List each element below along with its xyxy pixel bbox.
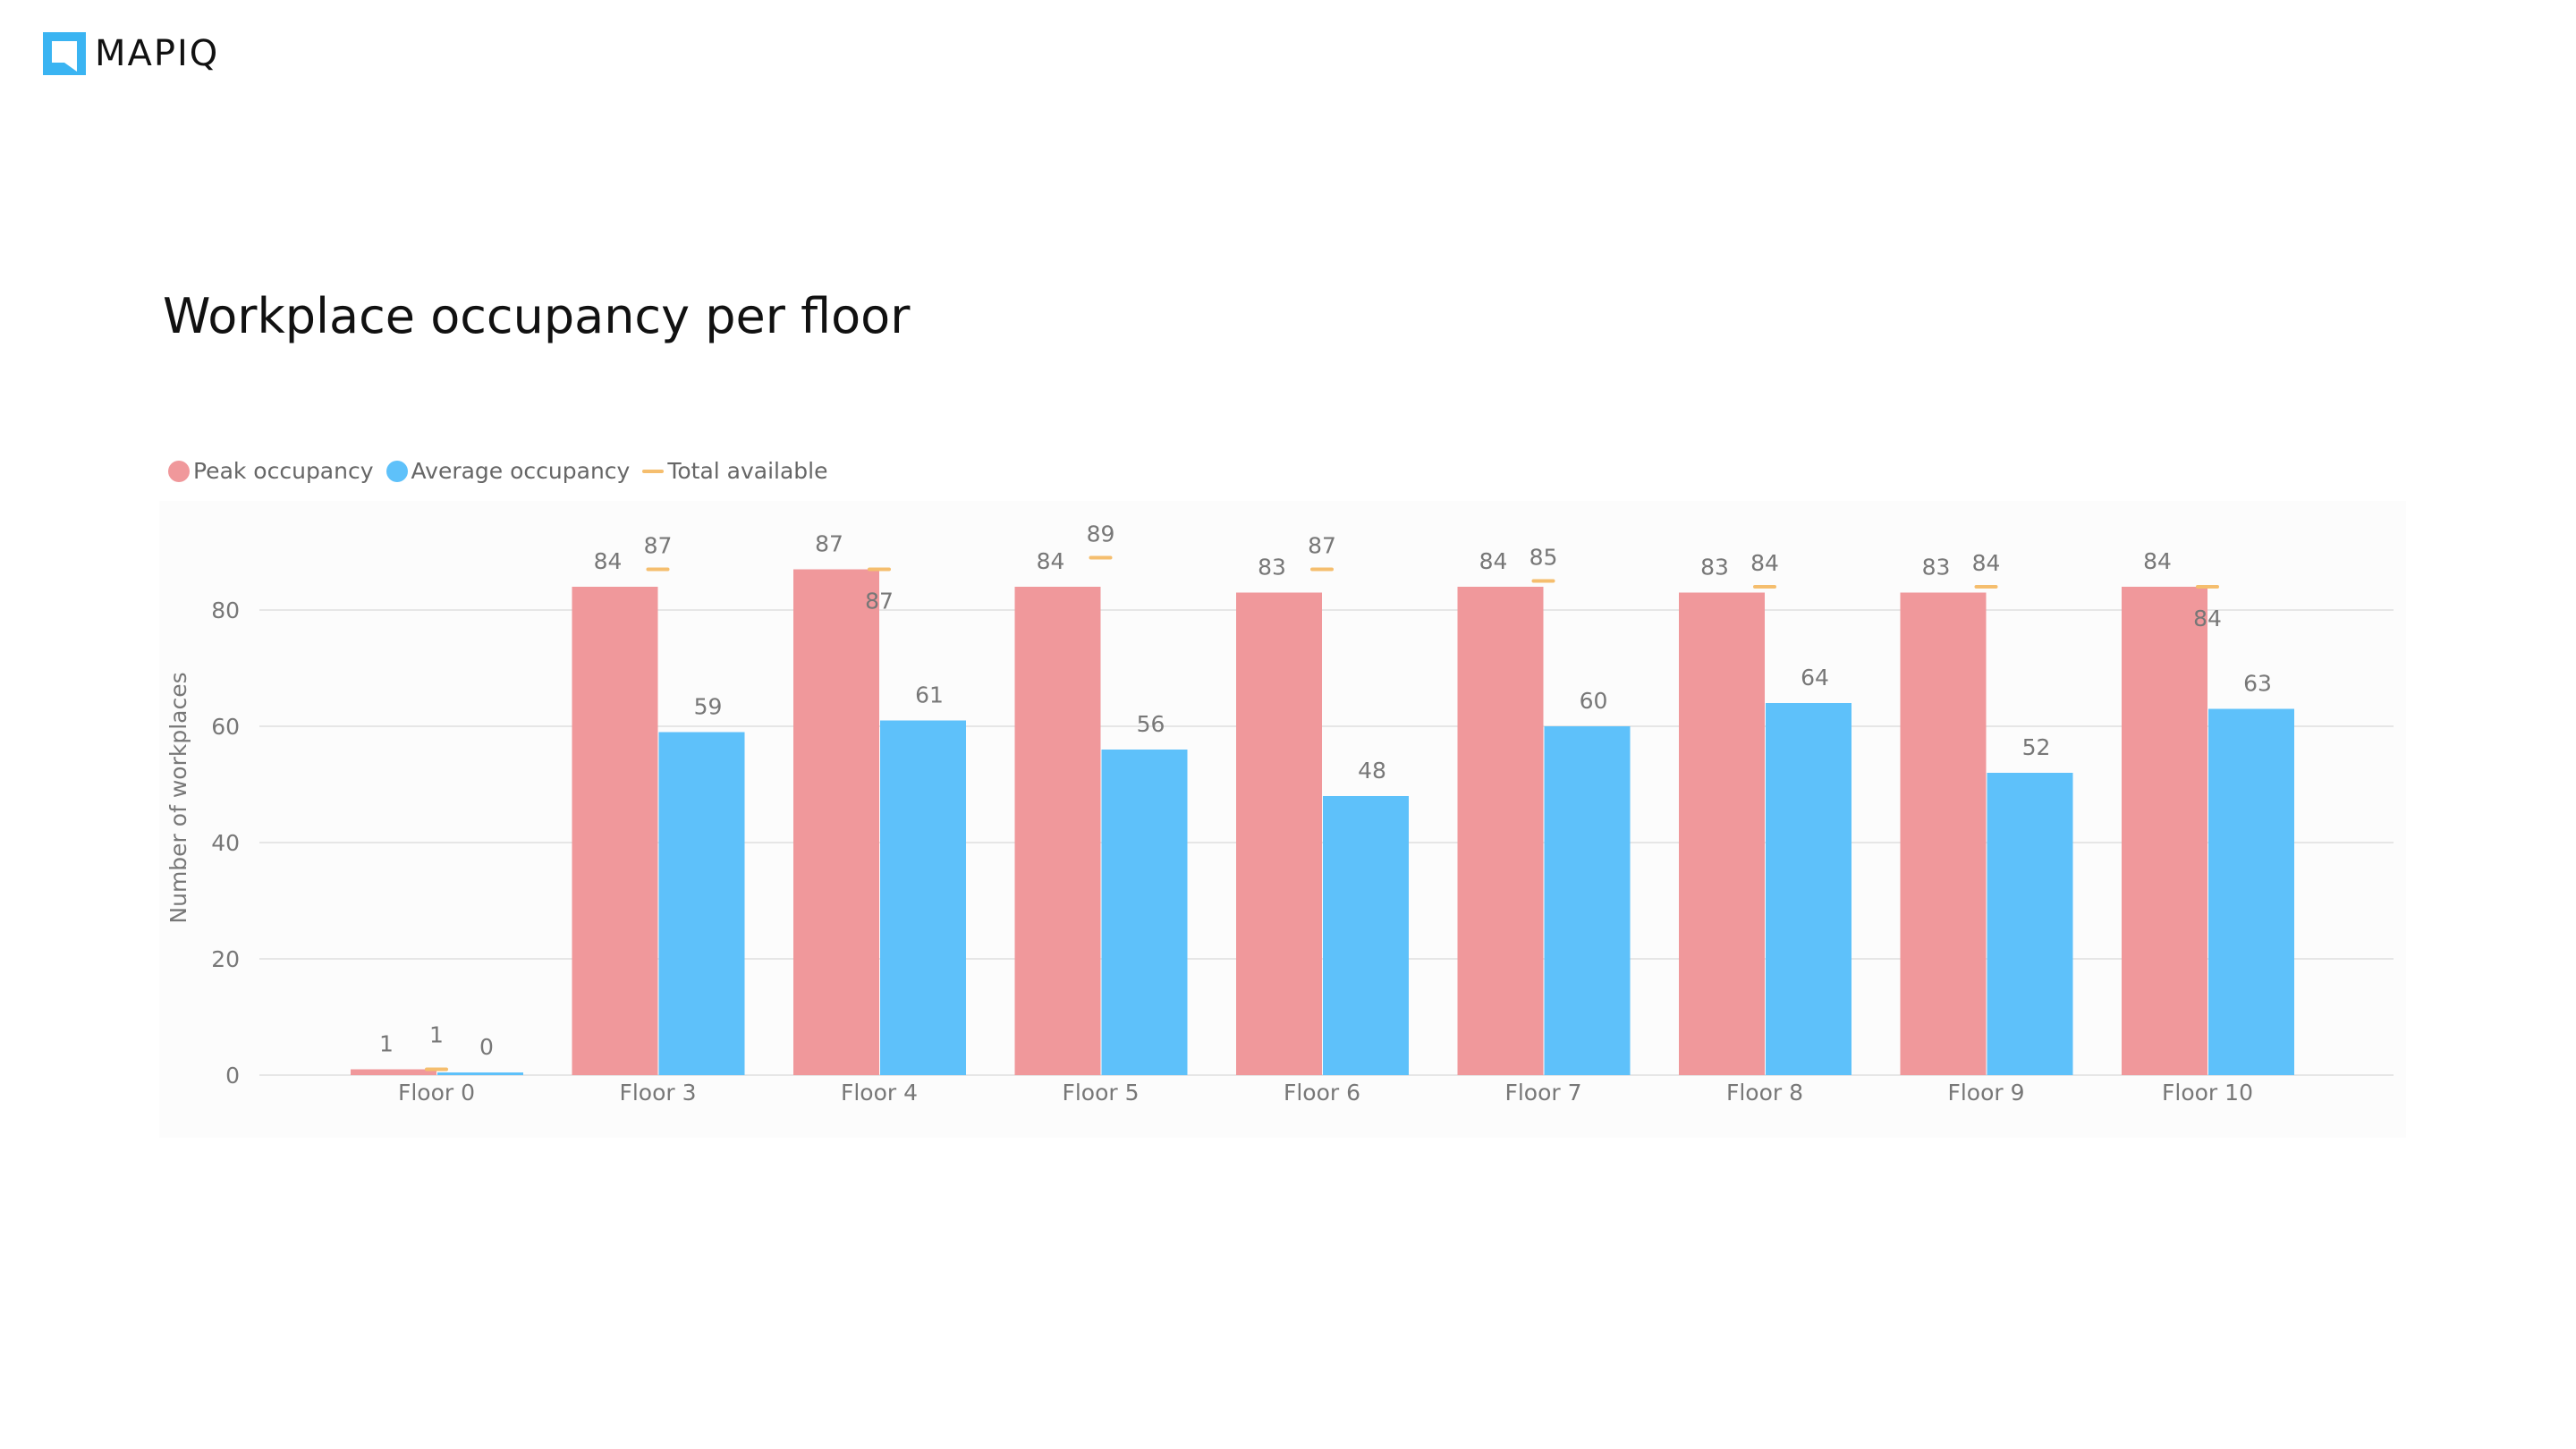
y-tick-label-60: 60 <box>211 714 240 740</box>
x-tick-label-0: Floor 0 <box>398 1080 475 1106</box>
chart-title: Workplace occupancy per floor <box>163 288 911 344</box>
average-label-1: 59 <box>694 694 723 720</box>
peak-label-4: 83 <box>1258 555 1286 580</box>
average-label-2: 61 <box>915 682 944 708</box>
total-label-3: 89 <box>1087 521 1115 547</box>
average-label-5: 60 <box>1580 688 1608 714</box>
average-bar-0 <box>437 1072 523 1075</box>
brand-logo: MAPIQ <box>43 32 219 75</box>
average-bar-5 <box>1544 726 1631 1075</box>
average-label-3: 56 <box>1137 711 1165 737</box>
peak-bar-8 <box>2122 587 2207 1075</box>
x-tick-label-8: Floor 10 <box>2162 1080 2253 1106</box>
peak-bar-0 <box>351 1069 436 1075</box>
x-tick-label-6: Floor 8 <box>1726 1080 1803 1106</box>
x-tick-label-4: Floor 6 <box>1284 1080 1360 1106</box>
total-label-1: 87 <box>644 533 673 559</box>
legend-average-label: Average occupancy <box>411 458 631 484</box>
y-tick-label-20: 20 <box>211 946 240 972</box>
peak-bar-5 <box>1457 587 1544 1075</box>
brand-name: MAPIQ <box>95 33 220 74</box>
x-tick-label-1: Floor 3 <box>619 1080 696 1106</box>
chart-legend: Peak occupancy Average occupancy Total a… <box>168 458 841 484</box>
legend-average-swatch <box>386 460 408 482</box>
legend-item-peak[interactable]: Peak occupancy <box>168 458 374 484</box>
mapiq-logo-icon <box>43 32 86 75</box>
peak-bar-4 <box>1236 592 1322 1075</box>
y-tick-label-0: 0 <box>225 1063 240 1089</box>
average-label-6: 64 <box>1801 665 1829 691</box>
peak-label-7: 83 <box>1922 555 1951 580</box>
peak-label-5: 84 <box>1479 548 1508 574</box>
legend-peak-label: Peak occupancy <box>193 458 374 484</box>
average-bar-6 <box>1766 703 1852 1075</box>
average-bar-8 <box>2208 708 2294 1075</box>
average-bar-2 <box>880 720 966 1075</box>
legend-peak-swatch <box>168 460 190 482</box>
y-tick-label-40: 40 <box>211 830 240 856</box>
total-label-7: 84 <box>1972 550 2001 576</box>
total-label-2: 87 <box>865 589 894 614</box>
average-label-0: 0 <box>479 1034 494 1060</box>
peak-bar-3 <box>1014 587 1101 1075</box>
peak-bar-7 <box>1900 592 1987 1075</box>
legend-total-swatch <box>642 469 665 473</box>
average-bar-3 <box>1101 750 1188 1075</box>
x-tick-label-2: Floor 4 <box>841 1080 918 1106</box>
y-axis-label: Number of workplaces <box>165 672 191 923</box>
peak-bar-2 <box>793 569 879 1075</box>
peak-label-2: 87 <box>815 531 843 557</box>
peak-label-1: 84 <box>594 548 623 574</box>
average-bar-7 <box>1987 773 2073 1075</box>
peak-label-6: 83 <box>1700 555 1729 580</box>
legend-item-total[interactable]: Total available <box>642 458 828 484</box>
y-tick-label-80: 80 <box>211 597 240 623</box>
legend-total-label: Total available <box>667 458 828 484</box>
total-label-4: 87 <box>1308 533 1336 559</box>
total-label-5: 85 <box>1530 545 1558 571</box>
average-label-7: 52 <box>2022 734 2051 760</box>
peak-bar-1 <box>572 587 658 1075</box>
peak-label-3: 84 <box>1037 548 1065 574</box>
peak-label-8: 84 <box>2143 548 2172 574</box>
average-label-8: 63 <box>2243 671 2272 697</box>
legend-item-average[interactable]: Average occupancy <box>386 458 631 484</box>
average-bar-1 <box>658 732 745 1075</box>
x-tick-label-3: Floor 5 <box>1062 1080 1139 1106</box>
average-bar-4 <box>1323 796 1409 1075</box>
x-tick-label-5: Floor 7 <box>1504 1080 1581 1106</box>
total-label-6: 84 <box>1750 550 1779 576</box>
average-label-4: 48 <box>1358 758 1386 784</box>
peak-label-0: 1 <box>379 1031 394 1057</box>
x-tick-label-7: Floor 9 <box>1947 1080 2024 1106</box>
total-label-8: 84 <box>2193 606 2222 631</box>
total-label-0: 1 <box>429 1022 444 1048</box>
peak-bar-6 <box>1679 592 1765 1075</box>
